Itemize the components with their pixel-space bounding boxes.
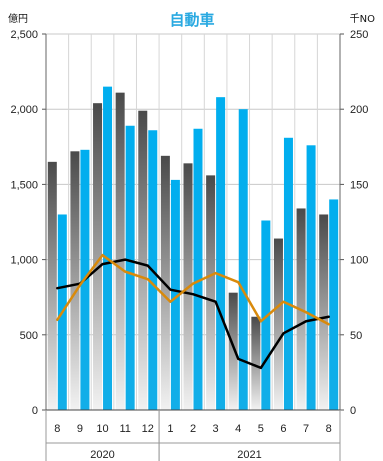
blue-bar <box>329 199 339 410</box>
gray-bar <box>115 92 125 410</box>
month-label: 8 <box>54 423 60 435</box>
left-axis-unit: 億円 <box>8 12 28 25</box>
gray-bar <box>47 161 57 410</box>
blue-bar <box>103 86 113 410</box>
month-label: 4 <box>235 423 241 435</box>
blue-bar <box>170 179 180 410</box>
gray-bar <box>228 292 238 410</box>
left-tick-label: 2,000 <box>10 104 38 116</box>
gray-bar <box>70 151 80 410</box>
chart-title: 自動車 <box>169 11 214 29</box>
left-tick-label: 500 <box>20 330 38 342</box>
gridlines <box>45 33 341 411</box>
month-label: 6 <box>280 423 286 435</box>
right-tick-label: 150 <box>350 179 368 191</box>
blue-bar <box>283 137 293 410</box>
axes: 0 0 500 50 1,000 100 1,500 150 2,000 200 2,500 250 8… <box>10 29 368 461</box>
blue-bar <box>306 145 316 410</box>
month-label: 9 <box>77 423 83 435</box>
right-tick-label: 0 <box>350 405 356 417</box>
year-label: 2021 <box>237 449 261 461</box>
left-tick-label: 2,500 <box>10 29 38 41</box>
right-tick-label: 100 <box>350 255 368 267</box>
gray-bar <box>251 316 261 410</box>
gray-bar <box>93 103 103 411</box>
left-tick-label: 1,000 <box>10 255 38 267</box>
blue-bar <box>238 109 248 410</box>
month-label: 10 <box>96 423 108 435</box>
month-label: 12 <box>142 423 154 435</box>
gray-bar <box>319 214 329 410</box>
gray-bar <box>206 175 216 410</box>
blue-bar <box>125 125 135 410</box>
month-label: 1 <box>167 423 173 435</box>
blue-bar <box>261 220 271 410</box>
month-label: 7 <box>303 423 309 435</box>
month-label: 11 <box>119 423 130 435</box>
gray-bar <box>273 238 283 410</box>
right-tick-label: 50 <box>350 330 362 342</box>
black-series-line <box>56 258 330 370</box>
right-axis-unit: 千NO <box>350 13 375 25</box>
left-tick-label: 0 <box>32 405 38 417</box>
lines <box>56 253 330 370</box>
gray-bar <box>138 110 148 410</box>
blue-bar <box>216 97 226 410</box>
right-tick-label: 200 <box>350 104 368 116</box>
month-label: 5 <box>258 423 264 435</box>
month-label: 2 <box>190 423 196 435</box>
orange-series-line <box>56 253 330 326</box>
month-label: 8 <box>326 423 332 435</box>
month-label: 3 <box>213 423 219 435</box>
left-tick-label: 1,500 <box>10 179 38 191</box>
blue-bar <box>193 128 203 410</box>
right-tick-label: 250 <box>350 29 368 41</box>
year-label: 2020 <box>90 449 114 461</box>
